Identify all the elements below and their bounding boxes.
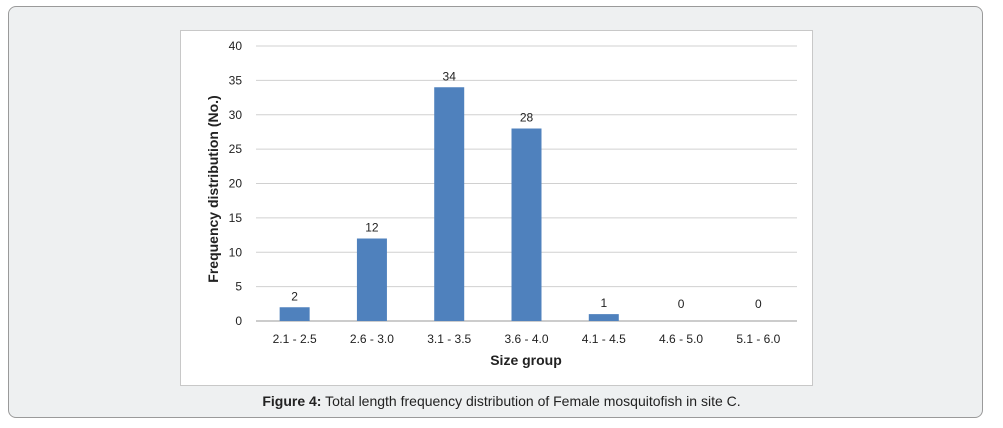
bar — [434, 87, 465, 321]
data-label: 28 — [520, 111, 534, 125]
figure-caption: Figure 4: Total length frequency distrib… — [0, 393, 1003, 409]
x-tick-label: 4.1 - 4.5 — [582, 332, 626, 346]
data-label: 2 — [291, 289, 298, 303]
y-tick-label: 25 — [229, 142, 243, 156]
bar — [588, 314, 619, 321]
chart-panel: 0 5 10 15 20 25 30 35 40 2.1 - 2.5 2.6 - 3.0 3.1 -… — [180, 30, 813, 386]
data-labels: 2 12 34 28 1 0 0 — [291, 69, 762, 311]
y-tick-label: 40 — [229, 39, 243, 53]
y-tick-label: 10 — [229, 245, 243, 259]
data-label: 12 — [365, 221, 379, 235]
bar — [356, 238, 387, 321]
y-tick-label: 0 — [235, 314, 242, 328]
bars — [279, 87, 619, 321]
data-label: 1 — [600, 296, 607, 310]
x-tick-label: 4.6 - 5.0 — [659, 332, 703, 346]
caption-label: Figure 4: — [262, 393, 322, 409]
caption-text: Total length frequency distribution of F… — [321, 393, 741, 409]
y-axis-title: Frequency distribution (No.) — [205, 95, 221, 282]
bar — [511, 128, 542, 321]
data-label: 34 — [443, 69, 457, 83]
bar — [279, 307, 310, 321]
x-axis-title: Size group — [490, 352, 562, 368]
data-label: 0 — [678, 297, 685, 311]
y-tick-label: 35 — [229, 73, 243, 87]
x-tick-label: 3.1 - 3.5 — [427, 332, 471, 346]
x-tick-label: 2.1 - 2.5 — [273, 332, 317, 346]
x-tick-label: 2.6 - 3.0 — [350, 332, 394, 346]
y-tick-label: 20 — [229, 177, 243, 191]
x-tick-label: 3.6 - 4.0 — [504, 332, 548, 346]
y-tick-label: 5 — [235, 280, 242, 294]
y-tick-label: 15 — [229, 211, 243, 225]
x-tick-labels: 2.1 - 2.5 2.6 - 3.0 3.1 - 3.5 3.6 - 4.0 4.1 … — [273, 332, 781, 346]
y-tick-labels: 0 5 10 15 20 25 30 35 40 — [229, 39, 243, 328]
y-tick-label: 30 — [229, 108, 243, 122]
x-tick-label: 5.1 - 6.0 — [736, 332, 780, 346]
data-label: 0 — [755, 297, 762, 311]
